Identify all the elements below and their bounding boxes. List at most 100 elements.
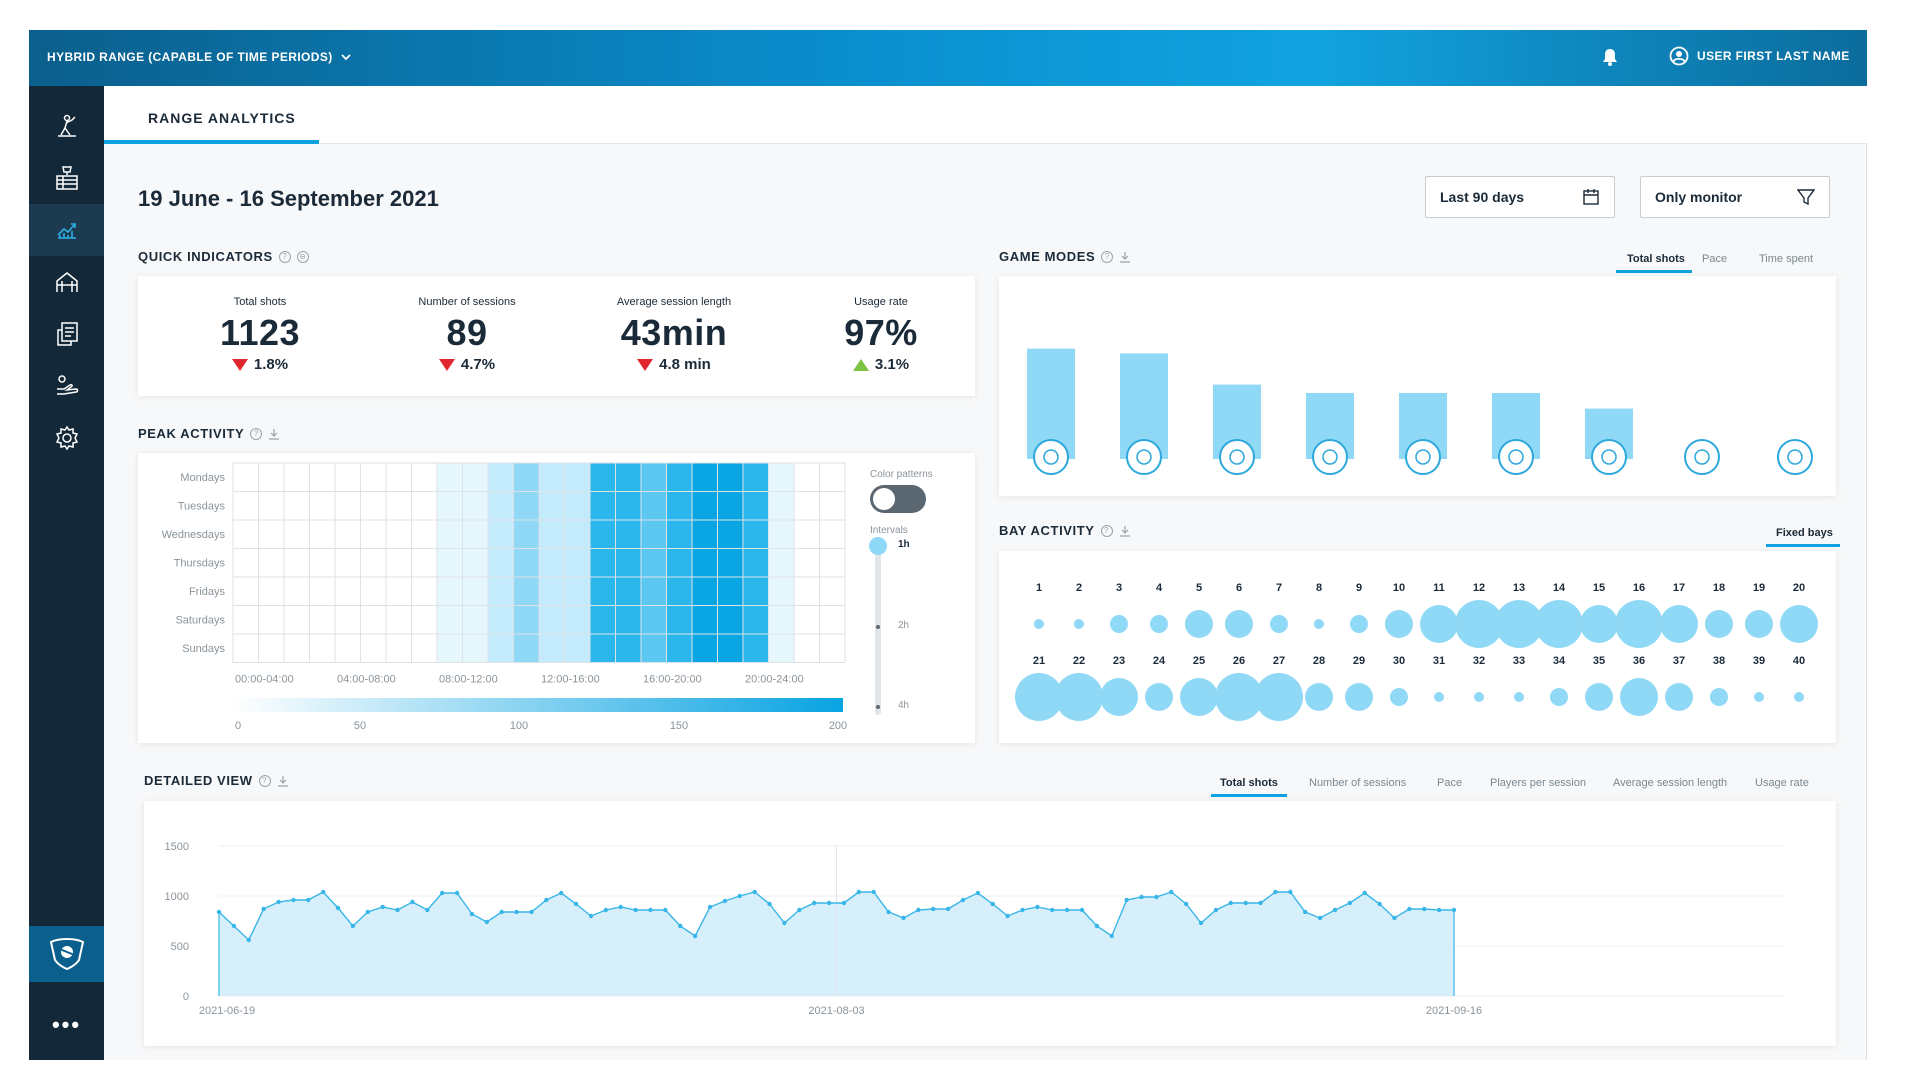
data-point[interactable] — [1035, 904, 1040, 910]
heatmap-cell[interactable] — [513, 462, 540, 492]
data-point[interactable] — [1124, 897, 1129, 903]
heatmap-cell[interactable] — [385, 576, 412, 606]
data-point[interactable] — [1243, 900, 1248, 906]
data-point[interactable] — [618, 904, 623, 910]
data-point[interactable] — [1407, 906, 1412, 912]
heatmap-cell[interactable] — [742, 519, 769, 549]
flag-target-icon[interactable] — [1591, 439, 1627, 475]
heatmap-cell[interactable] — [385, 462, 412, 492]
bay-bubble[interactable] — [1034, 619, 1044, 629]
heatmap-cell[interactable] — [691, 576, 718, 606]
heatmap-cell[interactable] — [666, 462, 693, 492]
data-point[interactable] — [1288, 889, 1293, 895]
data-point[interactable] — [1392, 915, 1397, 921]
notification-bell-icon[interactable] — [1601, 47, 1619, 72]
bay-bubble[interactable] — [1660, 605, 1698, 643]
data-point[interactable] — [1422, 906, 1427, 912]
bay-bubble[interactable] — [1794, 692, 1804, 702]
heatmap-cell[interactable] — [640, 548, 667, 578]
heatmap-cell[interactable] — [742, 548, 769, 578]
data-point[interactable] — [797, 907, 802, 913]
heatmap-cell[interactable] — [538, 519, 565, 549]
data-point[interactable] — [678, 923, 683, 929]
heatmap-cell[interactable] — [615, 548, 642, 578]
game-modes-tab-time-spent[interactable]: Time spent — [1759, 253, 1814, 265]
heatmap-cell[interactable] — [768, 576, 795, 606]
color-patterns-toggle[interactable] — [870, 485, 926, 513]
data-point[interactable] — [960, 897, 966, 903]
data-point[interactable] — [707, 904, 713, 910]
filter-select[interactable]: Only monitor — [1640, 176, 1830, 218]
heatmap-cell[interactable] — [717, 633, 744, 663]
data-point[interactable] — [1213, 907, 1219, 913]
heatmap-cell[interactable] — [615, 576, 642, 606]
data-point[interactable] — [573, 901, 579, 907]
detail-tab-usage-rate[interactable]: Usage rate — [1755, 777, 1809, 789]
bay-bubble[interactable] — [1434, 692, 1444, 702]
heatmap-cell[interactable] — [819, 633, 846, 663]
data-point[interactable] — [514, 909, 519, 915]
heatmap-cell[interactable] — [258, 605, 285, 635]
bay-bubble[interactable] — [1255, 673, 1303, 721]
heatmap-cell[interactable] — [385, 633, 412, 663]
heatmap-cell[interactable] — [487, 491, 514, 521]
heatmap-cell[interactable] — [487, 633, 514, 663]
data-point[interactable] — [1303, 909, 1308, 915]
heatmap-cell[interactable] — [462, 633, 489, 663]
target-green-icon[interactable] — [1219, 439, 1255, 475]
bay-bubble[interactable] — [1110, 615, 1128, 633]
data-point[interactable] — [782, 920, 787, 926]
heatmap-cell[interactable] — [691, 519, 718, 549]
bay-bubble[interactable] — [1620, 678, 1658, 716]
heatmap-cell[interactable] — [691, 491, 718, 521]
heatmap-cell[interactable] — [232, 519, 259, 549]
heatmap-cell[interactable] — [819, 519, 846, 549]
heatmap-cell[interactable] — [334, 548, 361, 578]
data-point[interactable] — [231, 923, 237, 929]
heatmap-cell[interactable] — [436, 633, 463, 663]
heatmap-cell[interactable] — [411, 519, 438, 549]
interval-option-2h[interactable]: 2h — [898, 620, 910, 631]
heatmap-cell[interactable] — [691, 633, 718, 663]
heatmap-cell[interactable] — [615, 633, 642, 663]
heatmap-cell[interactable] — [640, 491, 667, 521]
detail-tab-avg-session[interactable]: Average session length — [1613, 777, 1728, 789]
heatmap-cell[interactable] — [411, 548, 438, 578]
heatmap-cell[interactable] — [793, 633, 820, 663]
data-point[interactable] — [871, 889, 876, 895]
island-green-icon[interactable] — [1405, 439, 1441, 475]
data-point[interactable] — [767, 901, 772, 907]
heatmap-cell[interactable] — [538, 633, 565, 663]
brand-logo[interactable] — [29, 926, 104, 982]
heatmap-cell[interactable] — [360, 491, 387, 521]
data-point[interactable] — [365, 909, 370, 915]
heatmap-cell[interactable] — [615, 462, 642, 492]
heatmap-cell[interactable] — [538, 576, 565, 606]
heatmap-cell[interactable] — [360, 519, 387, 549]
bay-bubble[interactable] — [1745, 610, 1773, 638]
bay-bubble[interactable] — [1580, 605, 1618, 643]
heatmap-cell[interactable] — [793, 519, 820, 549]
data-point[interactable] — [692, 933, 698, 939]
bay-bubble[interactable] — [1665, 683, 1693, 711]
data-point[interactable] — [1347, 900, 1353, 906]
heatmap-cell[interactable] — [309, 519, 336, 549]
data-point[interactable] — [931, 906, 936, 912]
bay-bubble[interactable] — [1615, 600, 1663, 648]
heatmap-cell[interactable] — [360, 462, 387, 492]
heatmap-cell[interactable] — [538, 491, 565, 521]
data-point[interactable] — [975, 890, 981, 896]
heatmap-cell[interactable] — [513, 605, 540, 635]
heatmap-cell[interactable] — [615, 605, 642, 635]
heatmap-cell[interactable] — [538, 548, 565, 578]
help-icon[interactable]: ? — [250, 427, 263, 440]
more-menu-button[interactable]: ••• — [51, 1012, 82, 1037]
data-point[interactable] — [499, 909, 504, 915]
bay-bubble[interactable] — [1585, 683, 1613, 711]
bay-bubble[interactable] — [1705, 610, 1733, 638]
heatmap-cell[interactable] — [411, 576, 438, 606]
heatmap-cell[interactable] — [691, 548, 718, 578]
heatmap-cell[interactable] — [640, 462, 667, 492]
heatmap-cell[interactable] — [691, 462, 718, 492]
heatmap-cell[interactable] — [487, 576, 514, 606]
